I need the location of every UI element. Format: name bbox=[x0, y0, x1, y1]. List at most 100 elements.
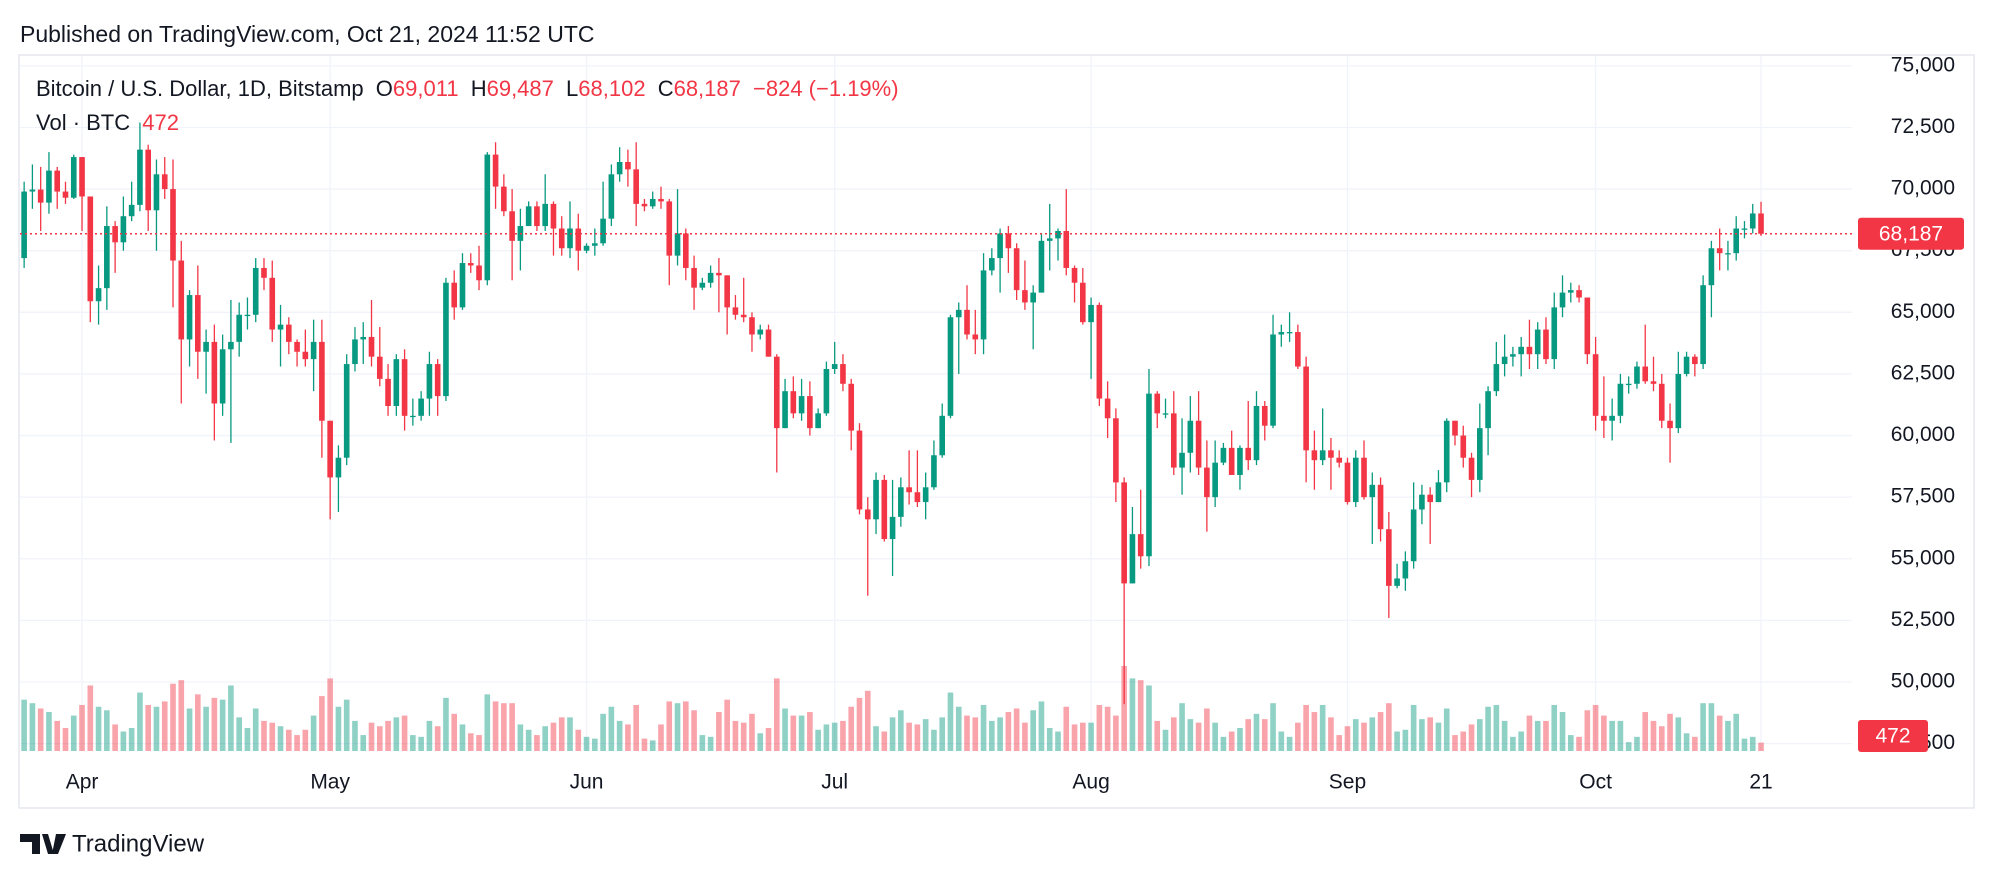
candle-body bbox=[567, 228, 573, 249]
candle-body bbox=[616, 161, 623, 175]
candle-body bbox=[393, 359, 400, 406]
candle-body bbox=[1609, 415, 1615, 421]
volume-bar bbox=[823, 724, 830, 751]
volume-bar bbox=[1700, 703, 1706, 751]
volume-bar bbox=[1336, 735, 1343, 751]
legend-symbol: Bitcoin / U.S. Dollar, 1D, Bitstamp bbox=[36, 76, 364, 101]
candle-body bbox=[649, 198, 656, 207]
candle-body bbox=[153, 174, 160, 211]
candle-body bbox=[1377, 484, 1384, 530]
volume-bar bbox=[401, 715, 408, 751]
volume-bar bbox=[914, 724, 921, 751]
volume-bar bbox=[501, 703, 507, 751]
candle-body bbox=[360, 336, 367, 340]
candle-body bbox=[1758, 213, 1764, 234]
volume-bar bbox=[178, 680, 185, 751]
candle-body bbox=[1278, 332, 1285, 335]
volume-bar bbox=[848, 706, 855, 751]
volume-bar bbox=[137, 692, 143, 751]
candle-body bbox=[1162, 413, 1169, 415]
candle-body bbox=[352, 339, 358, 365]
candle-body bbox=[443, 282, 449, 397]
candle-body bbox=[236, 314, 242, 342]
candle-body bbox=[931, 455, 937, 488]
candle-body bbox=[1501, 356, 1508, 365]
candle-body bbox=[1725, 253, 1731, 255]
volume-bar bbox=[1137, 680, 1144, 751]
volume-bar bbox=[1311, 712, 1318, 751]
volume-bar bbox=[1576, 736, 1582, 751]
candle-body bbox=[1046, 238, 1053, 241]
volume-bar bbox=[1129, 678, 1136, 751]
volume-bar bbox=[1634, 736, 1640, 751]
candle-body bbox=[1443, 420, 1450, 483]
volume-bar bbox=[1667, 713, 1673, 751]
candle-body bbox=[120, 216, 127, 243]
last-price-label: 68,187 bbox=[1879, 222, 1943, 245]
volume-bar bbox=[62, 727, 69, 751]
candle-body bbox=[1510, 354, 1516, 357]
candle-body bbox=[21, 191, 27, 259]
candle-body bbox=[608, 174, 615, 219]
candle-body bbox=[1170, 413, 1177, 468]
candle-body bbox=[1303, 366, 1309, 451]
candle-body bbox=[1667, 420, 1673, 429]
candle-body bbox=[1286, 332, 1293, 334]
volume-bar bbox=[1485, 706, 1491, 751]
volume-bar bbox=[773, 678, 780, 751]
volume-bar bbox=[385, 720, 391, 751]
candle-body bbox=[186, 295, 193, 340]
volume-bar bbox=[749, 713, 755, 751]
candle-body bbox=[1104, 398, 1111, 419]
volume-bar bbox=[864, 690, 871, 751]
candle-body bbox=[1270, 334, 1276, 426]
volume-bar bbox=[451, 713, 458, 751]
volume-bar bbox=[1361, 722, 1367, 751]
volume-bar bbox=[691, 710, 697, 751]
candle-body bbox=[798, 396, 805, 414]
volume-bar bbox=[707, 736, 714, 751]
volume-bar bbox=[889, 717, 896, 751]
candle-body bbox=[898, 487, 904, 517]
candle-body bbox=[848, 383, 855, 431]
candle-body bbox=[1601, 415, 1607, 421]
volume-bar bbox=[1005, 712, 1012, 751]
volume-legend: Vol · BTC 472 bbox=[36, 110, 179, 135]
candle-body bbox=[410, 415, 416, 418]
volume-bar bbox=[1402, 729, 1409, 751]
candle-body bbox=[666, 201, 673, 256]
volume-bar bbox=[790, 715, 797, 751]
volume-bar bbox=[1410, 704, 1417, 751]
volume-bar bbox=[335, 706, 342, 751]
candle-body bbox=[509, 211, 515, 241]
volume-bar bbox=[1212, 722, 1218, 751]
candle-body bbox=[104, 226, 110, 289]
volume-legend-value: 472 bbox=[142, 110, 179, 135]
volume-bar bbox=[1733, 713, 1740, 751]
candle-body bbox=[1386, 529, 1392, 586]
volume-bar bbox=[1551, 704, 1558, 751]
volume-bar bbox=[1427, 717, 1433, 751]
volume-bar bbox=[418, 736, 424, 751]
x-tick-label: May bbox=[310, 771, 350, 794]
volume-bar bbox=[343, 699, 350, 751]
candle-body bbox=[1534, 329, 1541, 355]
volume-bar bbox=[1518, 731, 1524, 751]
x-tick-label: Sep bbox=[1329, 771, 1366, 794]
candle-body bbox=[228, 341, 234, 350]
candle-body bbox=[459, 263, 466, 308]
candle-body bbox=[1675, 373, 1682, 429]
candle-body bbox=[1584, 297, 1591, 355]
volume-bar bbox=[1567, 735, 1574, 751]
volume-bar bbox=[1319, 704, 1326, 751]
legend-line: Bitcoin / U.S. Dollar, 1D, Bitstamp O69,… bbox=[36, 76, 899, 101]
volume-bar bbox=[186, 708, 193, 751]
candle-body bbox=[1195, 420, 1202, 468]
volume-bar bbox=[1245, 719, 1252, 751]
volume-bar bbox=[509, 703, 515, 751]
candle-body bbox=[600, 218, 606, 244]
candle-body bbox=[699, 282, 706, 288]
volume-bar bbox=[1179, 703, 1185, 751]
volume-bar bbox=[625, 724, 631, 751]
candle-body bbox=[1179, 452, 1185, 468]
